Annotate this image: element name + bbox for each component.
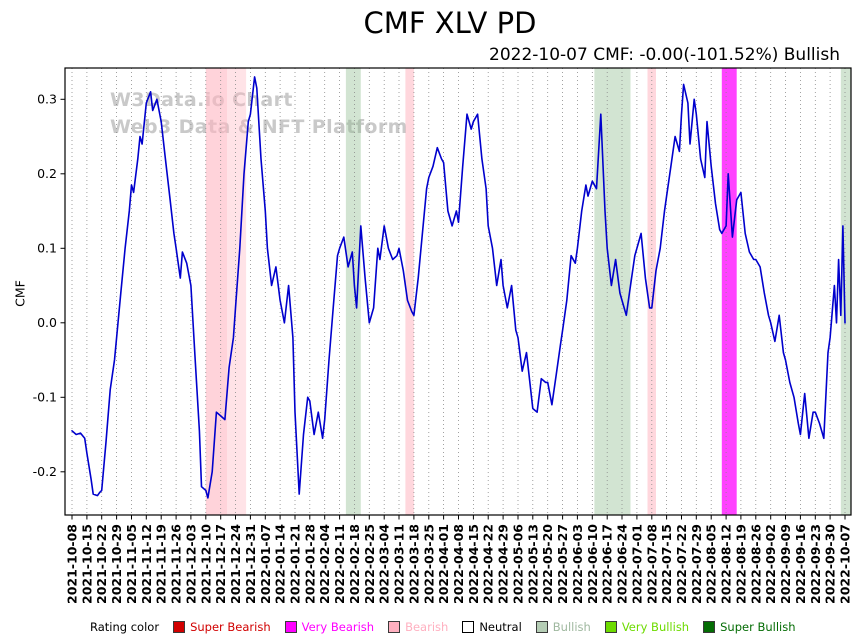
y-axis-label: CMF: [12, 280, 28, 307]
rating-band-very-bearish: [721, 68, 737, 515]
x-tick-label: 2021-10-22: [94, 524, 109, 604]
x-tick-label: 2022-02-04: [317, 524, 332, 604]
x-tick-label: 2021-10-08: [65, 524, 80, 604]
x-tick-label: 2022-05-27: [555, 524, 570, 604]
legend-item: Neutral: [462, 620, 522, 634]
legend-item-label: Bearish: [405, 620, 449, 634]
x-tick-label: 2022-05-13: [525, 524, 540, 604]
x-tick-label: 2022-09-16: [793, 524, 808, 604]
chart-subtitle: 2022-10-07 CMF: -0.00(-101.52%) Bullish: [489, 45, 840, 65]
legend-item: Super Bullish: [703, 620, 796, 634]
x-tick-label: 2021-11-05: [124, 524, 139, 604]
rating-band-bearish: [205, 68, 227, 515]
x-tick-label: 2022-01-14: [273, 524, 288, 604]
x-tick-label: 2021-12-10: [198, 524, 213, 604]
legend-item-label: Very Bearish: [301, 620, 375, 634]
x-tick-label: 2022-02-25: [362, 524, 377, 604]
legend-item-label: Bullish: [552, 620, 591, 634]
legend-item: Bearish: [388, 620, 448, 634]
rating-band-bearish: [647, 68, 656, 515]
x-tick-label: 2022-09-23: [808, 524, 823, 604]
legend: Rating color Super Bearish Very Bearish Be…: [0, 614, 864, 640]
rating-band-bullish: [345, 68, 361, 515]
legend-swatch: [604, 621, 617, 633]
x-tick-label: 2022-02-11: [332, 524, 347, 604]
legend-swatch: [284, 621, 297, 633]
y-tick-label: 0.2: [37, 166, 57, 181]
y-tick-label: 0.3: [37, 92, 57, 107]
legend-item-label: Neutral: [479, 620, 522, 634]
x-tick-label: 2022-08-12: [719, 524, 734, 604]
x-tick-label: 2022-05-20: [540, 524, 555, 604]
x-tick-label: 2021-10-29: [109, 524, 124, 604]
x-tick-label: 2022-08-26: [748, 524, 763, 604]
legend-item-label: Very Bullish: [621, 620, 690, 634]
y-tick-label: -0.2: [33, 464, 57, 479]
x-tick-label: 2021-12-31: [243, 524, 258, 604]
legend-swatch: [703, 621, 716, 633]
x-tick-label: 2021-12-17: [213, 524, 228, 604]
x-tick-label: 2022-03-25: [421, 524, 436, 604]
chart-canvas: 2021-10-08 2021-10-15 2021-10-22 2021-10-29…: [33, 67, 853, 604]
x-tick-label: 2021-11-12: [139, 524, 154, 604]
x-tick-label: 2021-12-03: [183, 524, 198, 604]
x-tick-label: 2022-06-10: [585, 524, 600, 604]
x-tick-label: 2022-04-29: [496, 524, 511, 604]
x-tick-label: 2022-09-09: [778, 524, 793, 604]
x-tick-label: 2022-10-07: [838, 524, 853, 604]
legend-swatch: [388, 621, 401, 633]
x-tick-label: 2022-01-28: [302, 524, 317, 604]
x-tick-label: 2022-07-22: [674, 524, 689, 604]
watermark-line1: W3Data.io Chart: [110, 89, 293, 111]
legend-item: Very Bullish: [604, 620, 690, 634]
x-tick-label: 2022-06-17: [600, 524, 615, 604]
x-tick-label: 2022-07-29: [689, 524, 704, 604]
cmf-line: [71, 76, 846, 499]
y-tick-label: 0.1: [37, 241, 57, 256]
y-tick-label: -0.1: [33, 390, 57, 405]
legend-item-label: Super Bullish: [720, 620, 796, 634]
chart-title: CMF XLV PD: [363, 6, 537, 40]
legend-item: Bullish: [535, 620, 591, 634]
x-tick-label: 2022-06-24: [615, 524, 630, 604]
x-tick-label: 2022-01-07: [258, 524, 273, 604]
x-tick-label: 2022-08-19: [733, 524, 748, 604]
x-tick-label: 2022-07-01: [629, 524, 644, 604]
x-tick-label: 2022-09-30: [823, 524, 838, 604]
x-tick-label: 2022-04-01: [436, 524, 451, 604]
x-tick-label: 2021-11-19: [154, 524, 169, 604]
legend-item-label: Super Bearish: [190, 620, 271, 634]
x-tick-label: 2022-03-11: [392, 524, 407, 604]
x-tick-label: 2022-04-22: [481, 524, 496, 604]
legend-swatch: [173, 621, 186, 633]
x-tick-label: 2022-03-04: [377, 524, 392, 604]
legend-item: Super Bearish: [173, 620, 271, 634]
x-tick-label: 2022-08-05: [704, 524, 719, 604]
y-tick-label: 0.0: [37, 315, 57, 330]
x-tick-label: 2021-10-15: [79, 524, 94, 604]
x-tick-label: 2022-04-08: [451, 524, 466, 604]
rating-band-bullish: [594, 68, 631, 515]
rating-band-bearish: [405, 68, 414, 515]
x-tick-label: 2022-07-08: [644, 524, 659, 604]
x-tick-label: 2022-07-15: [659, 524, 674, 604]
x-tick-label: 2022-03-18: [406, 524, 421, 604]
x-tick-label: 2022-01-21: [288, 524, 303, 604]
x-tick-label: 2022-02-18: [347, 524, 362, 604]
x-tick-label: 2022-09-02: [763, 524, 778, 604]
legend-swatch: [535, 621, 548, 633]
legend-item: Very Bearish: [284, 620, 375, 634]
legend-swatch: [462, 621, 475, 633]
x-tick-label: 2022-04-15: [466, 524, 481, 604]
rating-band-bullish: [840, 68, 851, 515]
legend-label: Rating color: [90, 620, 160, 634]
x-tick-label: 2021-11-26: [169, 524, 184, 604]
x-tick-label: 2022-05-06: [511, 524, 526, 604]
x-tick-label: 2021-12-24: [228, 524, 243, 604]
x-tick-label: 2022-06-03: [570, 524, 585, 604]
